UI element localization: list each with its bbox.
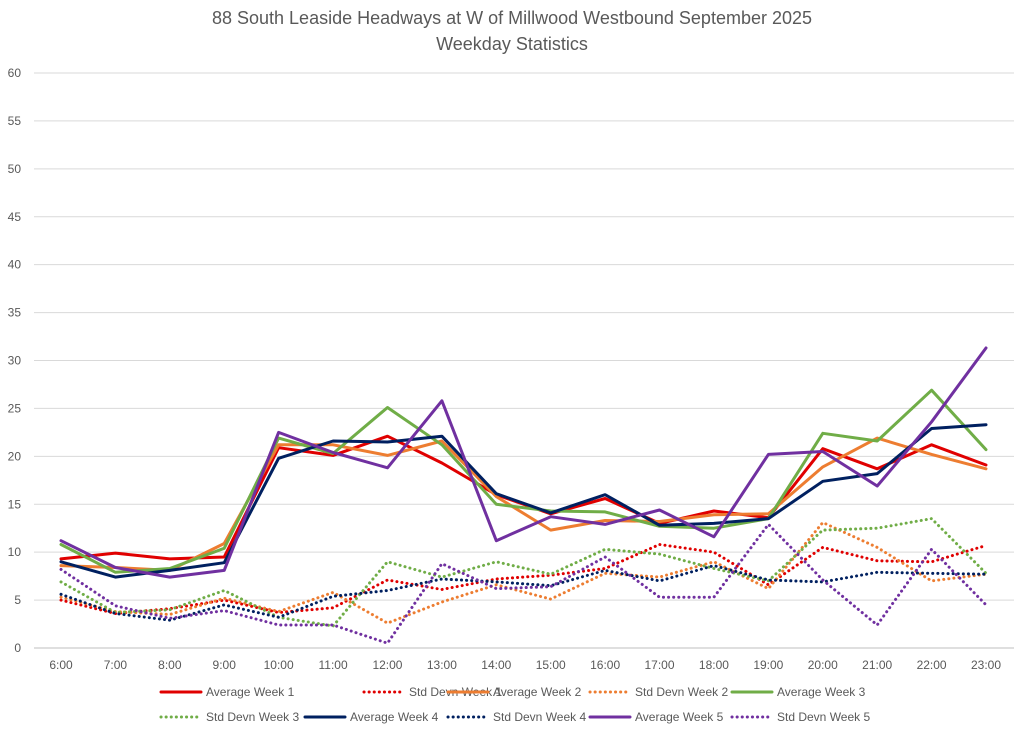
x-tick-label: 21:00 [862,658,892,672]
x-tick-label: 22:00 [917,658,947,672]
x-tick-label: 13:00 [427,658,457,672]
legend-item: Std Devn Week 2 [588,685,728,699]
x-tick-label: 7:00 [104,658,128,672]
legend-label: Std Devn Week 3 [206,710,299,724]
legend-item: Average Week 3 [730,685,866,699]
legend-label: Average Week 3 [777,685,866,699]
x-tick-label: 6:00 [49,658,73,672]
x-tick-label: 19:00 [753,658,783,672]
legend-item: Std Devn Week 4 [446,710,586,724]
y-tick-label: 0 [14,641,21,655]
x-tick-label: 10:00 [264,658,294,672]
legend-label: Average Week 2 [493,685,582,699]
legend-label: Std Devn Week 2 [635,685,728,699]
series-line-std-devn-week-4 [59,564,988,622]
x-tick-label: 17:00 [645,658,675,672]
x-tick-label: 16:00 [590,658,620,672]
legend-label: Average Week 1 [206,685,295,699]
y-tick-label: 5 [14,593,21,607]
legend-item: Average Week 2 [446,685,582,699]
x-tick-label: 11:00 [318,658,347,672]
y-tick-label: 10 [8,545,22,559]
chart-subtitle: Weekday Statistics [436,34,588,54]
y-tick-label: 60 [8,66,22,80]
y-tick-label: 55 [8,114,22,128]
series-line-average-week-3 [59,388,988,574]
series-line-std-devn-week-5 [59,522,988,645]
x-tick-label: 20:00 [808,658,838,672]
series-line-average-week-5 [59,346,988,579]
x-axis-ticks: 6:00 7:00 8:00 9:00 10:00 11:00 12:00 13:00 14:0… [49,658,1001,672]
x-tick-label: 18:00 [699,658,729,672]
legend-label: Std Devn Week 5 [777,710,870,724]
y-tick-label: 25 [8,401,22,415]
legend-item: Average Week 5 [588,710,724,724]
x-tick-label: 8:00 [158,658,182,672]
x-tick-label: 14:00 [481,658,511,672]
y-tick-label: 40 [8,258,22,272]
x-tick-label: 9:00 [213,658,237,672]
y-tick-label: 35 [8,306,22,320]
y-tick-label: 20 [8,449,22,463]
x-tick-label: 15:00 [536,658,566,672]
y-axis-ticks: 0 5 10 15 20 25 30 35 40 45 50 55 60 [8,66,22,655]
legend-item: Average Week 4 [303,710,439,724]
series-line-std-devn-week-2 [59,521,988,625]
series-lines [59,346,988,645]
series-line-std-devn-week-3 [59,517,988,628]
y-tick-label: 30 [8,354,22,368]
series-line-average-week-2 [59,436,988,572]
legend-label: Average Week 4 [350,710,439,724]
legend-item: Std Devn Week 5 [730,710,870,724]
x-tick-label: 12:00 [372,658,402,672]
y-tick-label: 50 [8,162,22,176]
legend-label: Std Devn Week 4 [493,710,586,724]
legend-item: Std Devn Week 3 [159,710,299,724]
y-tick-label: 45 [8,210,22,224]
series-line-average-week-4 [59,423,988,579]
chart-title: 88 South Leaside Headways at W of Millwo… [212,8,812,28]
x-tick-label: 23:00 [971,658,1001,672]
gridlines [34,72,1014,649]
series-line-std-devn-week-1 [59,543,988,615]
legend-label: Average Week 5 [635,710,724,724]
y-tick-label: 15 [8,497,22,511]
legend-item: Average Week 1 [159,685,295,699]
